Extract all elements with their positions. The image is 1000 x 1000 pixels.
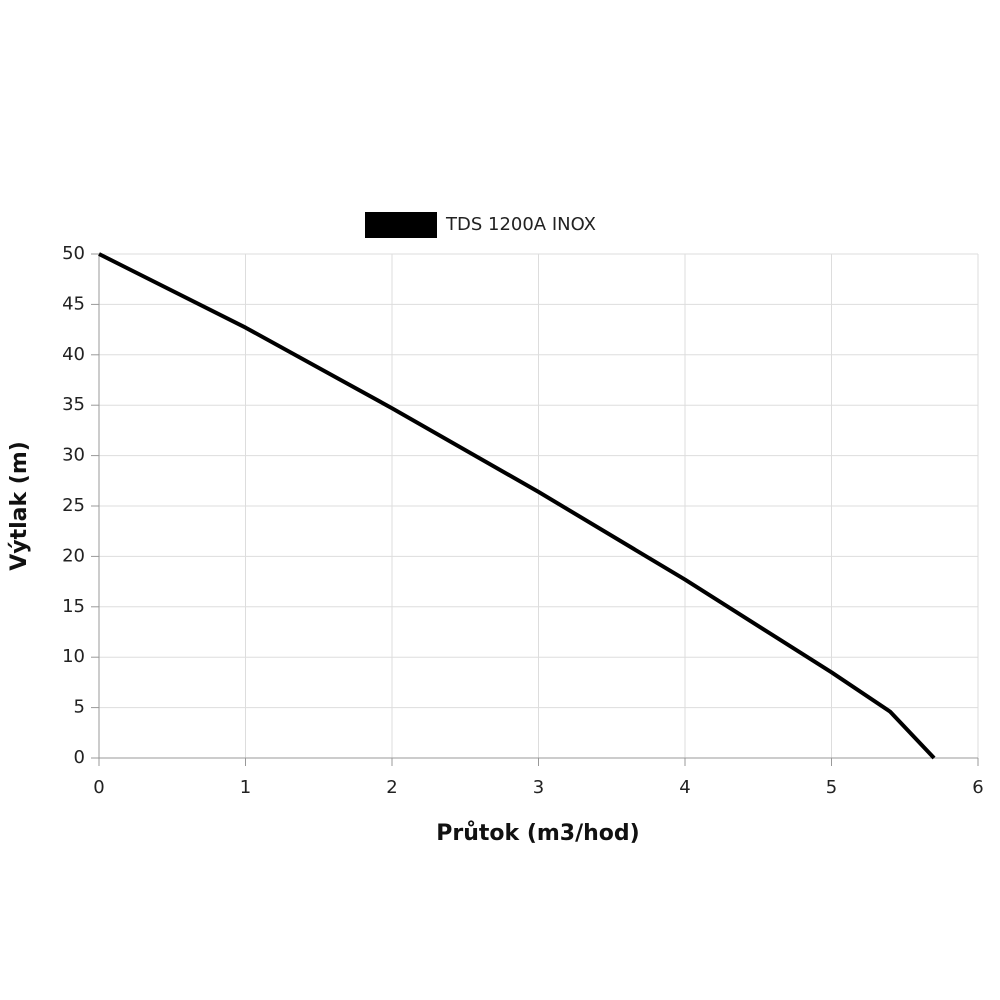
y-tick-label: 50 [62,243,85,264]
x-tick-label: 6 [972,777,983,798]
y-tick-label: 30 [62,445,85,466]
y-tick-label: 45 [62,293,85,314]
x-tick-label: 1 [240,777,251,798]
legend-label: TDS 1200A INOX [445,214,596,235]
line [98,252,936,760]
y-tick-label: 10 [62,646,85,667]
y-tick-label: 35 [62,394,85,415]
y-tick-label: 0 [74,747,85,768]
y-tick-label: 15 [62,596,85,617]
x-tick-label: 0 [93,777,104,798]
legend-swatch [365,212,437,238]
x-tick-label: 2 [386,777,397,798]
y-tick-label: 40 [62,344,85,365]
y-tick-label: 20 [62,545,85,566]
x-tick-label: 4 [679,777,690,798]
x-tick-label: 5 [826,777,837,798]
y-tick-label: 25 [62,495,85,516]
x-axis-title: Průtok (m3/hod) [436,821,639,846]
y-tick-label: 5 [74,697,85,718]
x-tick-label: 3 [533,777,544,798]
y-axis-title: Výtlak (m) [7,441,32,571]
